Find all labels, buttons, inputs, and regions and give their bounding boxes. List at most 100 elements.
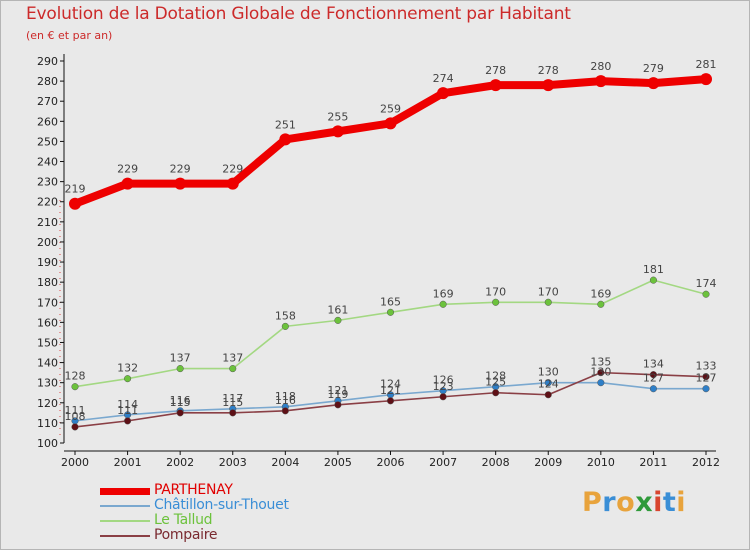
data-point-le-tallud: [229, 365, 237, 373]
data-label-le-tallud: 158: [275, 309, 296, 322]
data-point-le-tallud: [649, 276, 657, 284]
data-point-parthenay: [594, 75, 607, 88]
data-point-chatillon-sur-thouet: [702, 385, 710, 393]
data-label-pompaire: 133: [696, 360, 717, 373]
data-label-pompaire: 123: [433, 380, 454, 393]
data-label-parthenay: 278: [538, 64, 559, 77]
legend-label: Pompaire: [154, 527, 218, 543]
data-label-pompaire: 124: [538, 378, 559, 391]
brand-letter: r: [602, 487, 617, 518]
data-point-parthenay: [331, 125, 344, 138]
data-label-le-tallud: 169: [590, 287, 611, 300]
x-tick-label: 2008: [482, 456, 510, 469]
x-tick-label: 2005: [324, 456, 352, 469]
data-label-chatillon-sur-thouet: 121: [327, 384, 348, 397]
data-point-pompaire: [334, 401, 342, 409]
data-point-parthenay: [542, 79, 555, 92]
data-point-parthenay: [647, 77, 660, 90]
y-tick-label: 290: [37, 55, 58, 68]
data-label-le-tallud: 137: [170, 352, 191, 365]
data-label-le-tallud: 169: [433, 287, 454, 300]
data-point-pompaire: [597, 369, 605, 377]
data-label-chatillon-sur-thouet: 127: [643, 372, 664, 385]
data-point-parthenay: [279, 133, 292, 146]
data-label-parthenay: 255: [327, 110, 348, 123]
y-tick-label: 220: [37, 196, 58, 209]
brand-letter: P: [582, 487, 603, 518]
data-point-le-tallud: [702, 290, 710, 298]
data-label-chatillon-sur-thouet: 117: [222, 392, 243, 405]
data-point-le-tallud: [71, 383, 79, 391]
y-tick-label: 150: [37, 336, 58, 349]
x-tick-label: 2003: [219, 456, 247, 469]
data-label-chatillon-sur-thouet: 128: [485, 370, 506, 383]
x-tick-label: 2012: [692, 456, 720, 469]
brand-logo: Proxiti: [582, 487, 686, 518]
data-point-pompaire: [281, 407, 289, 415]
y-tick-label: 190: [37, 256, 58, 269]
data-label-parthenay: 229: [117, 163, 138, 176]
data-point-le-tallud: [544, 298, 552, 306]
y-tick-label: 130: [37, 377, 58, 390]
data-point-le-tallud: [334, 316, 342, 324]
data-label-le-tallud: 170: [538, 285, 559, 298]
data-label-chatillon-sur-thouet: 130: [538, 366, 559, 379]
data-label-parthenay: 279: [643, 62, 664, 75]
data-point-le-tallud: [281, 322, 289, 330]
x-tick-label: 2006: [377, 456, 405, 469]
data-point-le-tallud: [597, 300, 605, 308]
data-label-pompaire: 119: [327, 388, 348, 401]
data-point-pompaire: [439, 393, 447, 401]
data-point-pompaire: [71, 423, 79, 431]
data-label-pompaire: 125: [485, 376, 506, 389]
x-tick-label: 2011: [639, 456, 667, 469]
legend-label: Châtillon-sur-Thouet: [154, 497, 289, 513]
data-label-pompaire: 135: [590, 356, 611, 369]
data-label-pompaire: 134: [643, 358, 664, 371]
data-point-le-tallud: [386, 308, 395, 316]
y-tick-label: 100: [37, 437, 58, 450]
legend-swatch: [100, 505, 150, 507]
brand-letter: o: [616, 487, 636, 518]
data-label-le-tallud: 165: [380, 295, 401, 308]
x-tick-label: 2001: [114, 456, 142, 469]
chart-title: Evolution de la Dotation Globale de Fonc…: [26, 4, 571, 24]
data-label-parthenay: 219: [65, 183, 86, 196]
data-point-parthenay: [384, 117, 397, 130]
data-point-parthenay: [700, 73, 712, 86]
data-label-le-tallud: 181: [643, 263, 664, 276]
data-label-pompaire: 108: [65, 410, 86, 423]
legend-label: Le Tallud: [154, 512, 213, 528]
legend-label: PARTHENAY: [154, 482, 233, 498]
brand-letter: t: [662, 487, 677, 518]
data-point-parthenay: [121, 177, 134, 190]
data-label-chatillon-sur-thouet: 130: [590, 366, 611, 379]
y-tick-label: 170: [37, 296, 58, 309]
data-label-chatillon-sur-thouet: 118: [275, 390, 296, 403]
data-point-pompaire: [544, 391, 552, 399]
data-point-le-tallud: [124, 375, 132, 383]
brand-letter: i: [653, 487, 663, 518]
chart-subtitle: (en € et par an): [26, 29, 113, 42]
data-label-pompaire: 121: [380, 384, 401, 397]
y-tick-label: 110: [37, 417, 58, 430]
data-label-le-tallud: 170: [485, 285, 506, 298]
x-tick-label: 2007: [429, 456, 457, 469]
x-tick-label: 2004: [271, 456, 299, 469]
y-tick-label: 240: [37, 156, 58, 169]
data-point-pompaire: [492, 389, 500, 397]
data-point-le-tallud: [176, 365, 184, 373]
data-point-chatillon-sur-thouet: [649, 385, 657, 393]
data-label-chatillon-sur-thouet: 116: [170, 394, 191, 407]
data-label-parthenay: 278: [485, 64, 506, 77]
data-label-parthenay: 229: [170, 163, 191, 176]
data-label-pompaire: 116: [275, 394, 296, 407]
data-label-parthenay: 229: [222, 163, 243, 176]
data-point-parthenay: [489, 79, 502, 92]
y-tick-label: 260: [37, 115, 58, 128]
data-label-chatillon-sur-thouet: 114: [117, 398, 138, 411]
data-label-parthenay: 274: [433, 72, 454, 85]
data-point-parthenay: [437, 87, 450, 100]
data-label-parthenay: 280: [590, 60, 611, 73]
